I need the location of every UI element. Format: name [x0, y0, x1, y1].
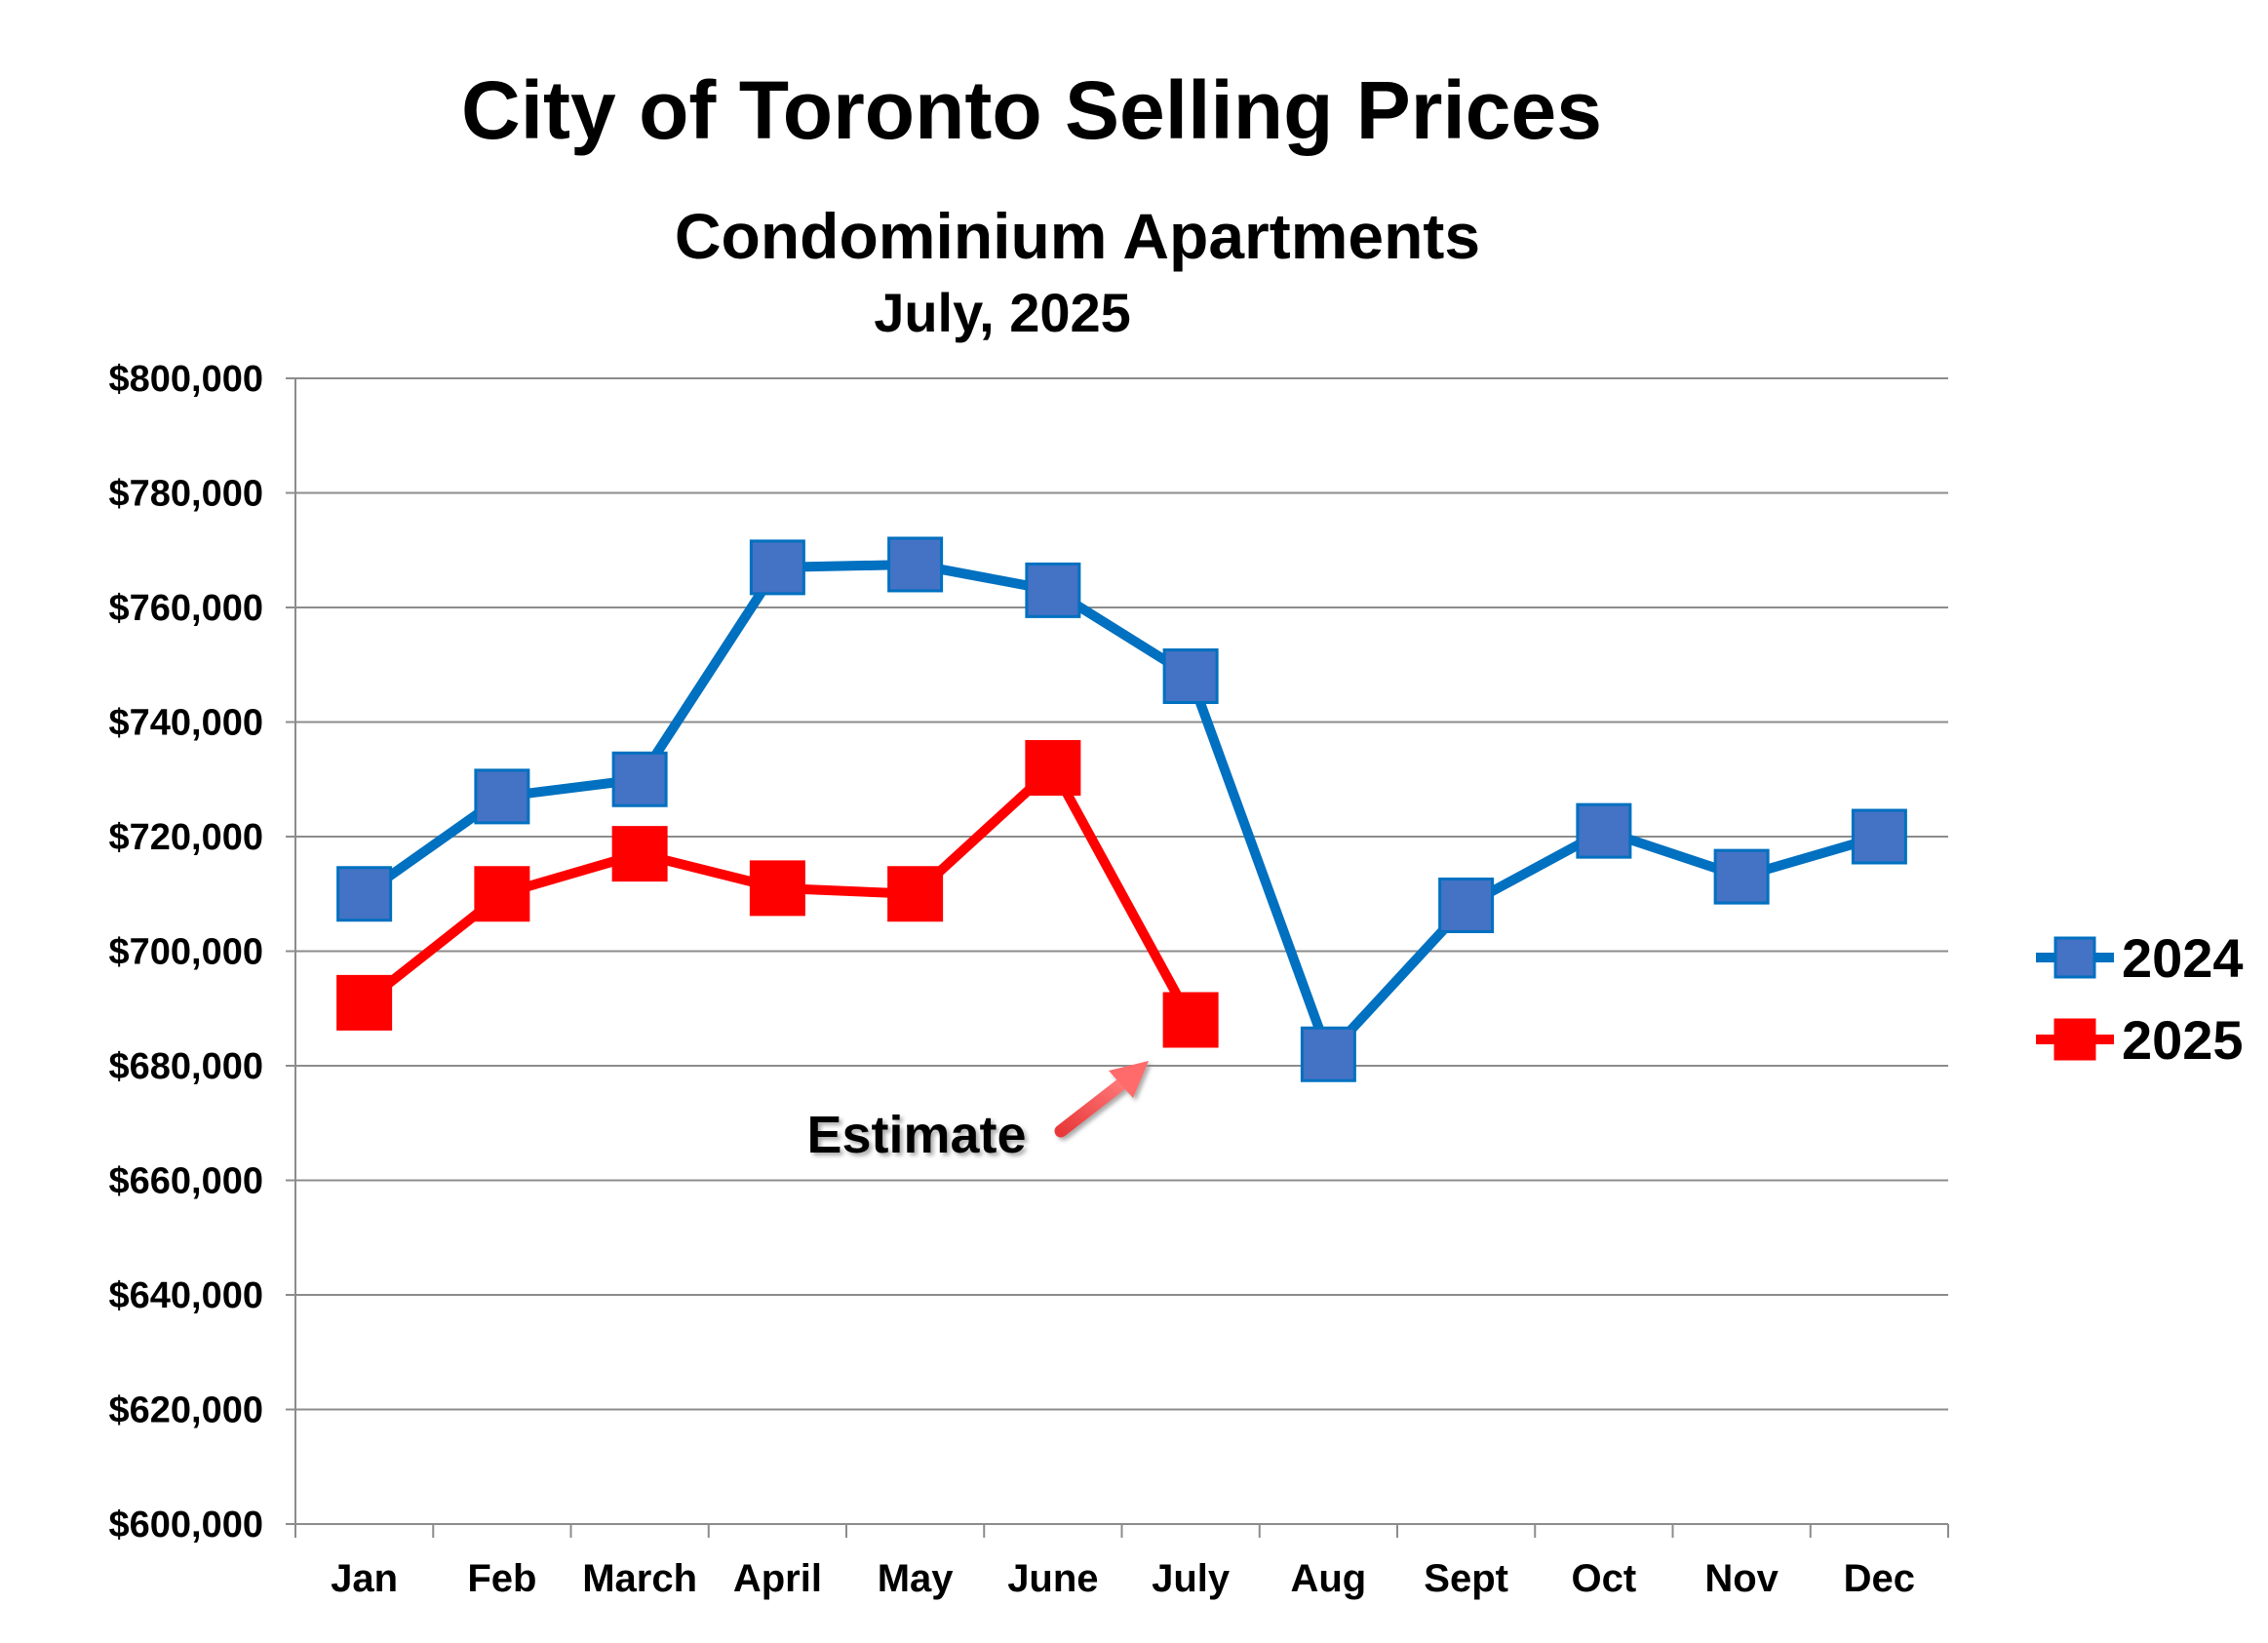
legend-marker-2024 — [2053, 936, 2096, 979]
x-tick-label: May — [878, 1557, 955, 1600]
data-point-2024 — [1851, 808, 1907, 865]
data-point-2024 — [1576, 802, 1632, 859]
data-point-2024 — [1300, 1026, 1356, 1082]
data-point-2024 — [1162, 648, 1219, 704]
y-tick-label: $740,000 — [109, 703, 264, 744]
series-lines — [361, 559, 1881, 1060]
y-axis-tick-labels: $600,000 $620,000 $640,000 $660,000 $680,000… — [109, 359, 264, 1545]
chart-subtitle: Condominium Apartments — [675, 200, 1480, 272]
data-point-2025 — [887, 866, 944, 922]
y-tick-label: $680,000 — [109, 1046, 264, 1087]
chart-date-label: July, 2025 — [874, 282, 1131, 343]
y-tick-label: $600,000 — [109, 1505, 264, 1545]
annotation-arrow — [1054, 1061, 1149, 1138]
x-tick-label: Oct — [1572, 1557, 1637, 1600]
x-tick-label: Sept — [1424, 1557, 1508, 1600]
data-point-2024 — [887, 536, 944, 593]
legend-label-2025: 2025 — [2122, 1009, 2244, 1071]
chart-title: City of Toronto Selling Prices — [461, 64, 1602, 156]
x-tick-label: Jan — [331, 1557, 398, 1600]
x-tick-label: March — [582, 1557, 697, 1600]
estimate-annotation: Estimate — [806, 1061, 1149, 1164]
data-point-2025 — [1025, 740, 1081, 796]
x-tick-label: Feb — [467, 1557, 536, 1600]
data-point-2025 — [474, 866, 530, 922]
y-tick-label: $620,000 — [109, 1390, 264, 1431]
x-tick-label: Aug — [1290, 1557, 1366, 1600]
axes — [286, 377, 1949, 1538]
gridlines — [295, 377, 1948, 1411]
y-tick-label: $800,000 — [109, 359, 264, 400]
legend-marker-2025 — [2053, 1018, 2096, 1061]
series-markers — [336, 536, 1907, 1082]
data-point-2024 — [1438, 878, 1495, 933]
x-axis-tick-labels: Jan Feb March April May June July Aug Sept Oct Nov… — [331, 1557, 1915, 1600]
y-tick-label: $640,000 — [109, 1275, 264, 1316]
x-tick-label: Dec — [1844, 1557, 1915, 1600]
data-point-2024 — [749, 539, 805, 596]
legend-label-2024: 2024 — [2122, 927, 2244, 989]
y-tick-label: $720,000 — [109, 817, 264, 858]
data-point-2025 — [611, 826, 668, 882]
data-point-2024 — [1713, 848, 1770, 905]
data-point-2025 — [336, 974, 393, 1031]
annotation-estimate-label: Estimate — [806, 1106, 1026, 1164]
data-point-2024 — [1025, 562, 1081, 618]
data-point-2024 — [336, 866, 393, 922]
data-point-2024 — [474, 768, 530, 825]
series-line-2024 — [361, 559, 1881, 1060]
data-point-2025 — [1162, 992, 1219, 1048]
y-tick-label: $760,000 — [109, 588, 264, 629]
data-point-2025 — [749, 860, 805, 917]
x-tick-label: Nov — [1704, 1557, 1779, 1600]
legend: 2024 2025 — [2036, 927, 2244, 1071]
data-point-2024 — [611, 751, 668, 807]
x-tick-label: July — [1152, 1557, 1231, 1600]
x-tick-label: April — [733, 1557, 822, 1600]
y-tick-label: $660,000 — [109, 1161, 264, 1202]
y-tick-label: $780,000 — [109, 474, 264, 515]
y-tick-label: $700,000 — [109, 932, 264, 973]
x-tick-label: June — [1007, 1557, 1098, 1600]
